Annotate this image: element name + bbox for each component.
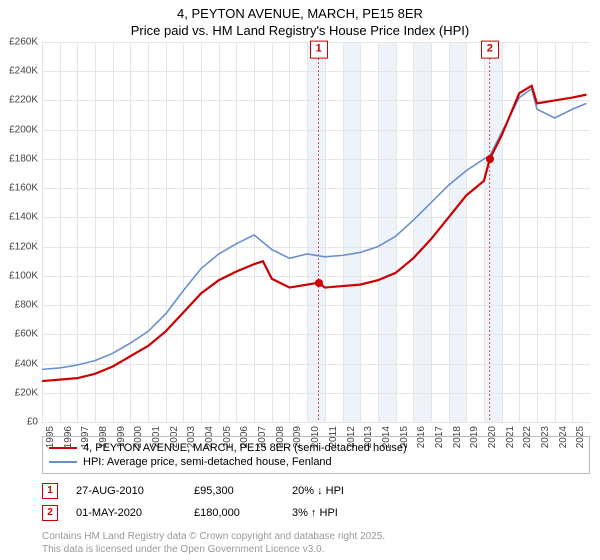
- y-axis-label: £100K: [9, 270, 38, 281]
- legend-label: 4, PEYTON AVENUE, MARCH, PE15 8ER (semi-…: [83, 442, 407, 454]
- y-axis-label: £120K: [9, 241, 38, 252]
- callout-delta: 20% ↓ HPI: [292, 485, 344, 497]
- sale-dot: [315, 279, 323, 287]
- callout-number: 1: [42, 483, 58, 499]
- y-axis-label: £80K: [15, 300, 38, 311]
- y-axis-label: £40K: [15, 358, 38, 369]
- legend-swatch: [49, 461, 77, 463]
- y-axis-label: £180K: [9, 153, 38, 164]
- title-line-1: 4, PEYTON AVENUE, MARCH, PE15 8ER: [0, 6, 600, 23]
- y-axis-label: £140K: [9, 212, 38, 223]
- series-hpi: [42, 89, 586, 370]
- legend-swatch: [49, 447, 77, 449]
- callout-price: £180,000: [194, 507, 274, 519]
- y-axis-label: £0: [27, 417, 38, 428]
- callout-number: 2: [42, 505, 58, 521]
- callout-price: £95,300: [194, 485, 274, 497]
- sale-dot: [486, 155, 494, 163]
- y-axis-label: £240K: [9, 66, 38, 77]
- footer-line-2: This data is licensed under the Open Gov…: [42, 543, 385, 556]
- series-price_paid: [42, 86, 586, 381]
- y-axis-label: £200K: [9, 124, 38, 135]
- title-line-2: Price paid vs. HM Land Registry's House …: [0, 23, 600, 40]
- callout-delta: 3% ↑ HPI: [292, 507, 338, 519]
- legend-label: HPI: Average price, semi-detached house,…: [83, 456, 332, 468]
- callout-row: 2 01-MAY-2020 £180,000 3% ↑ HPI: [42, 502, 590, 524]
- chart-plot-area: 12: [42, 42, 590, 422]
- legend-row: 4, PEYTON AVENUE, MARCH, PE15 8ER (semi-…: [49, 441, 583, 455]
- chart-marker-1: 1: [310, 41, 328, 59]
- legend-box: 4, PEYTON AVENUE, MARCH, PE15 8ER (semi-…: [42, 436, 590, 474]
- footer-line-1: Contains HM Land Registry data © Crown c…: [42, 530, 385, 543]
- callout-date: 27-AUG-2010: [76, 485, 176, 497]
- legend-row: HPI: Average price, semi-detached house,…: [49, 455, 583, 469]
- y-axis-label: £260K: [9, 37, 38, 48]
- callout-row: 1 27-AUG-2010 £95,300 20% ↓ HPI: [42, 480, 590, 502]
- legend-and-callouts: 4, PEYTON AVENUE, MARCH, PE15 8ER (semi-…: [42, 436, 590, 524]
- chart-title: 4, PEYTON AVENUE, MARCH, PE15 8ER Price …: [0, 0, 600, 40]
- callouts: 1 27-AUG-2010 £95,300 20% ↓ HPI 2 01-MAY-2020…: [42, 480, 590, 524]
- chart-marker-2: 2: [481, 41, 499, 59]
- y-axis-label: £220K: [9, 95, 38, 106]
- callout-date: 01-MAY-2020: [76, 507, 176, 519]
- y-axis-label: £20K: [15, 387, 38, 398]
- footer-attribution: Contains HM Land Registry data © Crown c…: [42, 530, 385, 556]
- chart-lines: [42, 42, 590, 422]
- y-axis-label: £160K: [9, 183, 38, 194]
- y-axis-label: £60K: [15, 329, 38, 340]
